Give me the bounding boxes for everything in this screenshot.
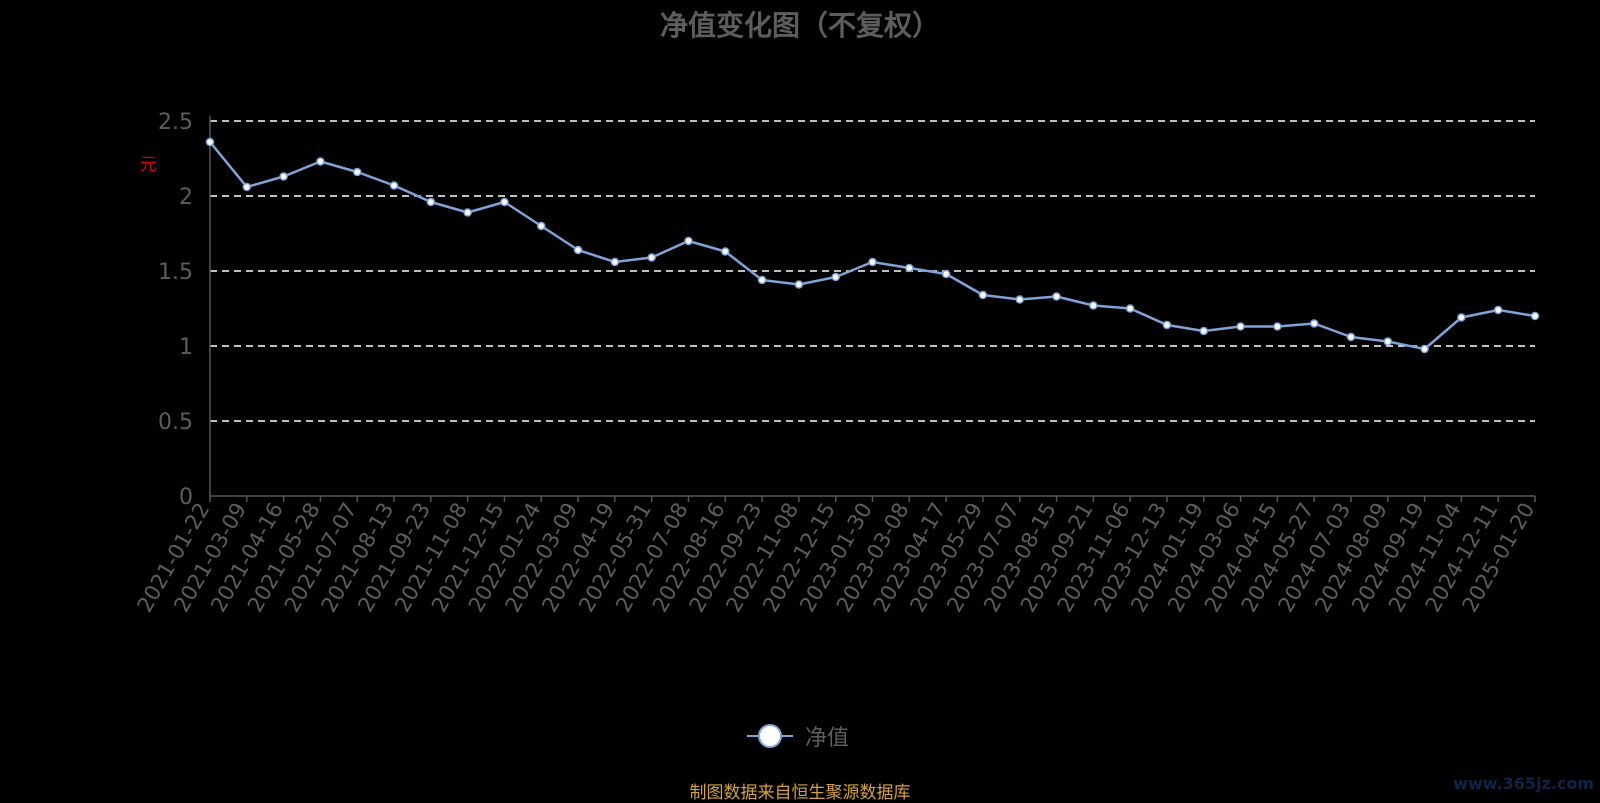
watermark: www.365jz.com xyxy=(1453,774,1594,793)
data-point xyxy=(1015,295,1024,304)
y-tick-label: 1 xyxy=(179,335,193,360)
data-point xyxy=(831,272,840,282)
data-point xyxy=(573,245,583,255)
data-point xyxy=(352,167,362,177)
data-source-note: 制图数据来自恒生聚源数据库 xyxy=(689,783,911,803)
data-point xyxy=(1052,292,1061,301)
chart-legend[interactable]: 净值 xyxy=(745,720,849,752)
data-point xyxy=(1346,332,1356,342)
data-point xyxy=(537,221,546,231)
data-point xyxy=(242,182,252,192)
data-point xyxy=(1383,337,1393,346)
data-point xyxy=(1125,304,1135,313)
chart-title: 净值变化图（不复权） xyxy=(659,9,940,42)
data-point xyxy=(426,197,436,207)
data-point xyxy=(1420,344,1429,354)
data-point xyxy=(389,181,399,190)
data-point xyxy=(500,197,509,207)
data-point xyxy=(757,275,767,285)
y-tick-label: 1.5 xyxy=(158,260,193,285)
data-point xyxy=(205,137,215,147)
data-point xyxy=(794,280,804,289)
data-point xyxy=(1162,320,1172,330)
data-point xyxy=(905,263,914,273)
data-point xyxy=(1273,322,1282,331)
legend-label: 净值 xyxy=(805,726,850,751)
data-point xyxy=(1309,319,1319,328)
data-point xyxy=(721,247,730,256)
data-point xyxy=(316,157,325,166)
data-point xyxy=(279,172,288,181)
data-point xyxy=(1530,311,1540,321)
series-line xyxy=(209,141,1536,351)
legend-marker-icon xyxy=(747,724,793,748)
data-point xyxy=(1457,313,1466,322)
data-point xyxy=(463,208,472,217)
data-point xyxy=(647,253,656,262)
data-point xyxy=(978,290,988,300)
data-point xyxy=(1236,322,1245,331)
y-tick-label: 0 xyxy=(179,485,193,510)
y-tick-label: 0.5 xyxy=(158,410,193,435)
y-axis-unit-label: 元 xyxy=(140,155,157,175)
data-point xyxy=(1089,301,1098,310)
data-point xyxy=(941,269,951,279)
data-point xyxy=(1199,326,1208,336)
data-point xyxy=(868,257,877,267)
y-tick-label: 2 xyxy=(179,185,193,210)
y-tick-label: 2.5 xyxy=(158,110,193,135)
data-point xyxy=(1493,305,1503,315)
data-point xyxy=(684,236,693,246)
data-point xyxy=(610,257,620,267)
